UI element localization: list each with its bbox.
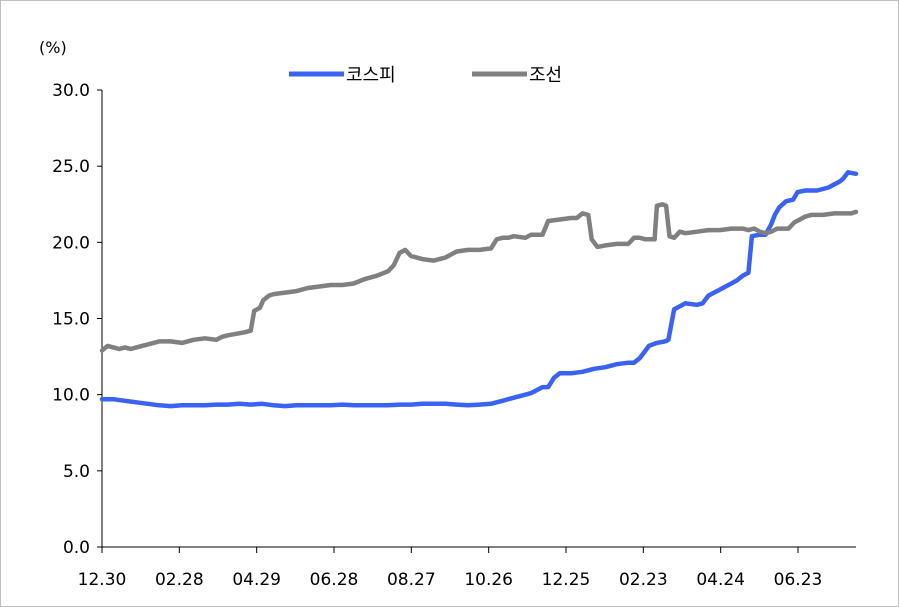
series-line-shipbuilding [99,202,859,353]
x-tick-label: 12.30 [78,570,127,590]
x-tick-label: 10.26 [464,570,513,590]
x-tick-label: 04.29 [232,570,281,590]
y-tick-label: 5.0 [63,462,90,482]
x-tick-label: 02.23 [619,570,668,590]
y-tick-label: 0.0 [63,538,90,558]
x-tick-label: 04.24 [696,570,745,590]
y-unit-label: (%) [39,38,67,57]
legend-label-kospi: 코스피 [346,65,396,86]
series-line-kospi [99,170,859,409]
series-layer [99,170,859,409]
x-tick-label: 06.28 [310,570,359,590]
legend-label-shipbuilding: 조선 [529,65,562,86]
legend: 코스피 조선 [289,65,562,86]
y-axis-ticks: 0.0 5.0 10.0 15.0 20.0 25.0 30.0 [52,81,102,558]
axes [101,90,856,548]
x-tick-label: 08.27 [387,570,436,590]
y-tick-label: 25.0 [52,157,90,177]
y-tick-label: 30.0 [52,81,90,101]
x-tick-label: 02.28 [155,570,204,590]
x-tick-label: 12.25 [542,570,591,590]
x-tick-label: 06.23 [774,570,823,590]
y-tick-label: 15.0 [52,310,90,330]
y-tick-label: 20.0 [52,233,90,253]
y-tick-label: 10.0 [52,386,90,406]
x-axis-ticks: 12.30 02.28 04.29 06.28 08.27 10.26 12.25 02.23… [78,547,823,590]
